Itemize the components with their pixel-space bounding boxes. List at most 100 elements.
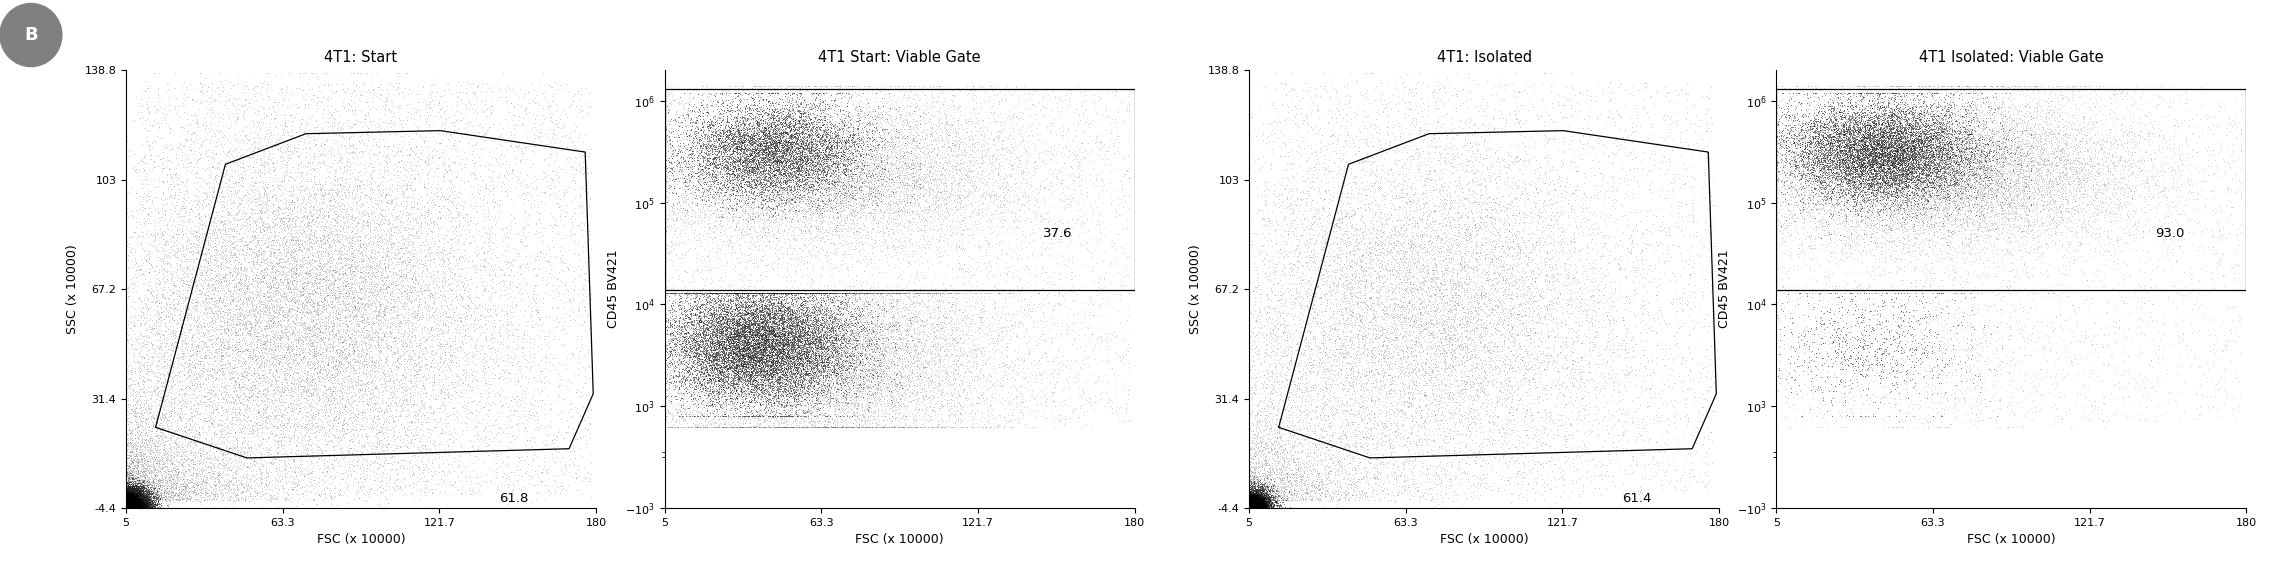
Point xyxy=(1957,411,1994,420)
Point xyxy=(115,502,151,511)
Point xyxy=(713,382,749,391)
Point xyxy=(401,448,438,457)
Point xyxy=(821,113,857,122)
Point xyxy=(1235,499,1272,508)
Point xyxy=(121,503,158,513)
Point xyxy=(717,295,754,304)
Point xyxy=(1898,144,1934,153)
Point xyxy=(117,495,154,505)
Point xyxy=(156,490,193,499)
Point xyxy=(1946,345,1983,354)
Point xyxy=(1483,81,1520,91)
Point xyxy=(1277,301,1313,311)
Point xyxy=(1760,316,1797,325)
Point xyxy=(131,460,167,469)
Point xyxy=(112,490,149,499)
Point xyxy=(112,500,149,509)
Point xyxy=(115,500,151,509)
Point xyxy=(1437,288,1474,297)
Point xyxy=(314,252,351,261)
Point xyxy=(717,422,754,431)
Point xyxy=(1515,373,1552,383)
Point xyxy=(1987,220,2024,230)
Point xyxy=(763,191,800,200)
Point xyxy=(722,387,759,396)
Point xyxy=(1242,499,1279,508)
Point xyxy=(699,366,736,375)
Point xyxy=(1799,160,1836,169)
Point xyxy=(270,102,307,112)
Point xyxy=(1375,346,1412,356)
Point xyxy=(108,500,144,510)
Point xyxy=(108,495,144,505)
Point xyxy=(665,373,701,383)
Point xyxy=(525,104,562,113)
Point xyxy=(1235,492,1272,502)
Point xyxy=(183,390,220,399)
Point xyxy=(1313,466,1350,475)
Point xyxy=(715,392,752,402)
Point xyxy=(646,213,683,223)
Point xyxy=(1870,192,1907,201)
Point xyxy=(1233,503,1270,512)
Point xyxy=(832,311,869,321)
Point xyxy=(1451,184,1488,193)
Point xyxy=(1245,496,1281,506)
Point xyxy=(1247,496,1284,505)
Point xyxy=(1240,500,1277,509)
Point xyxy=(1242,502,1279,511)
Point xyxy=(724,399,761,408)
Point xyxy=(777,332,814,342)
Point xyxy=(1847,197,1884,207)
Point xyxy=(795,416,832,425)
Point xyxy=(756,211,793,221)
Point xyxy=(708,359,745,368)
Point xyxy=(646,366,683,375)
Point xyxy=(108,498,144,507)
Point xyxy=(110,497,147,506)
Point xyxy=(268,287,305,297)
Point xyxy=(1843,357,1879,367)
Point xyxy=(131,267,167,276)
Point xyxy=(1355,248,1391,258)
Point xyxy=(816,422,853,431)
Point xyxy=(307,251,344,260)
Point xyxy=(112,503,149,512)
Point xyxy=(110,503,147,512)
Point xyxy=(1322,434,1359,443)
Point xyxy=(731,137,768,146)
Point xyxy=(1964,195,2001,204)
Point xyxy=(1238,501,1274,510)
Point xyxy=(1854,145,1891,154)
Point xyxy=(825,377,862,386)
Point xyxy=(1859,116,1895,126)
Point xyxy=(1962,172,1999,182)
Point xyxy=(124,487,160,496)
Point xyxy=(850,161,887,170)
Point xyxy=(115,500,151,509)
Point xyxy=(371,254,408,263)
Point xyxy=(889,81,926,91)
Point xyxy=(756,144,793,154)
Point xyxy=(323,235,360,244)
Point xyxy=(112,495,149,505)
Point xyxy=(108,190,144,199)
Point xyxy=(1767,197,1804,206)
Point xyxy=(1877,155,1914,165)
Point xyxy=(110,502,147,511)
Point xyxy=(1432,144,1469,153)
Point xyxy=(339,409,376,419)
Point xyxy=(756,121,793,130)
Point xyxy=(126,481,163,490)
Point xyxy=(1343,489,1380,499)
Point xyxy=(1444,368,1481,377)
Point xyxy=(1852,92,1889,101)
Point xyxy=(871,229,908,238)
Point xyxy=(1015,394,1052,404)
Point xyxy=(1267,436,1304,445)
Point xyxy=(1478,503,1515,513)
Point xyxy=(821,343,857,352)
Point xyxy=(117,503,154,512)
Point xyxy=(745,281,782,291)
Point xyxy=(1231,284,1267,294)
